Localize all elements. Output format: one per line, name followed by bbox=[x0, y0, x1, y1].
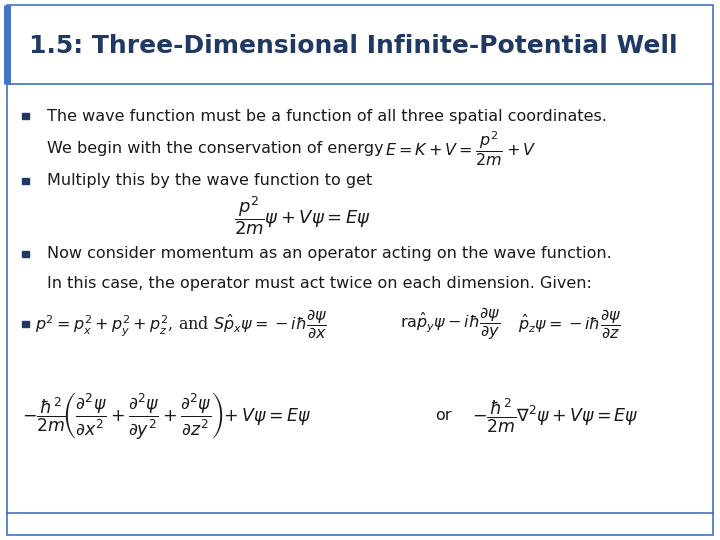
Text: The wave function must be a function of all three spatial coordinates.: The wave function must be a function of … bbox=[47, 109, 607, 124]
Text: 1.5: Three-Dimensional Infinite-Potential Well: 1.5: Three-Dimensional Infinite-Potentia… bbox=[29, 34, 678, 58]
Bar bbox=[22, 113, 29, 119]
Bar bbox=[22, 178, 29, 184]
Bar bbox=[22, 321, 29, 327]
Text: $\dfrac{p^2}{2m}\psi + V\psi = E\psi$: $\dfrac{p^2}{2m}\psi + V\psi = E\psi$ bbox=[234, 194, 371, 238]
Text: $E = K + V = \dfrac{p^2}{2m}+V$: $E = K + V = \dfrac{p^2}{2m}+V$ bbox=[385, 129, 536, 168]
Text: In this case, the operator must act twice on each dimension. Given:: In this case, the operator must act twic… bbox=[47, 276, 592, 291]
Text: or: or bbox=[436, 408, 452, 423]
Bar bbox=[22, 251, 29, 257]
Text: $-\dfrac{\hbar^2}{2m}\nabla^2\psi + V\psi = E\psi$: $-\dfrac{\hbar^2}{2m}\nabla^2\psi + V\ps… bbox=[472, 396, 638, 435]
Text: $\hat{p}_z\psi = -i\hbar\dfrac{\partial\psi}{\partial z}$: $\hat{p}_z\psi = -i\hbar\dfrac{\partial\… bbox=[518, 307, 621, 341]
Text: $-\dfrac{\hbar^2}{2m}\!\left(\dfrac{\partial^2\psi}{\partial x^2}+\dfrac{\partia: $-\dfrac{\hbar^2}{2m}\!\left(\dfrac{\par… bbox=[22, 390, 311, 441]
Text: $\mathrm{ra}\hat{p}_y\psi - i\hbar\dfrac{\partial\psi}{\partial y}$: $\mathrm{ra}\hat{p}_y\psi - i\hbar\dfrac… bbox=[400, 306, 500, 342]
Text: Multiply this by the wave function to get: Multiply this by the wave function to ge… bbox=[47, 173, 372, 188]
Text: Now consider momentum as an operator acting on the wave function.: Now consider momentum as an operator act… bbox=[47, 246, 611, 261]
Text: $p^2 = p_x^2 + p_y^2 + p_z^2$, and $S\hat{p}_x\psi = -i\hbar\dfrac{\partial\psi}: $p^2 = p_x^2 + p_y^2 + p_z^2$, and $S\ha… bbox=[35, 307, 327, 341]
Text: We begin with the conservation of energy: We begin with the conservation of energy bbox=[47, 141, 384, 156]
